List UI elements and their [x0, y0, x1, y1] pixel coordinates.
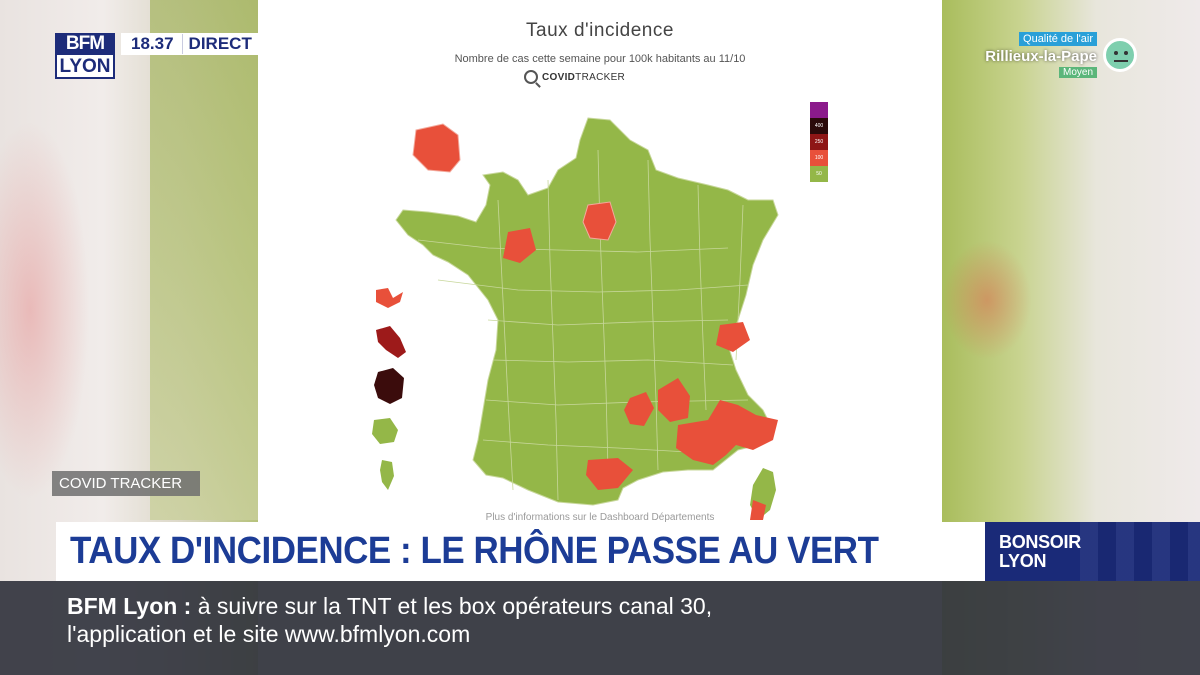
clock-bar: 18.37 DIRECT: [121, 33, 276, 55]
live-badge: DIRECT: [181, 34, 252, 54]
broadcast-time: 18.37: [131, 34, 174, 53]
corsica-south: [750, 500, 766, 520]
covidtracker-logo: COVIDTRACKER: [524, 68, 625, 86]
ticker-line-1: BFM Lyon : à suivre sur la TNT et les bo…: [67, 593, 712, 620]
neutral-face-icon: [1103, 38, 1137, 72]
reunion: [372, 418, 398, 444]
ticker-text-1: à suivre sur la TNT et les box opérateur…: [191, 593, 713, 619]
show-name-line2: LYON: [999, 551, 1047, 571]
legend-cell-400: 400: [810, 118, 828, 134]
show-tag: BONSOIR LYON: [985, 522, 1200, 581]
covidtracker-wordmark: COVIDTRACKER: [542, 71, 626, 83]
map-legend: 400 250 100 50: [810, 102, 828, 182]
map-footer-link: Plus d'informations sur le Dashboard Dép…: [485, 512, 715, 523]
headline-text: TAUX D'INCIDENCE : LE RHÔNE PASSE AU VER…: [70, 530, 879, 572]
ticker-brand: BFM Lyon :: [67, 593, 192, 619]
haute-savoie-area: [716, 322, 750, 352]
rhone-east-area: [658, 378, 690, 422]
france-departments-map: [372, 117, 779, 520]
inset-ile-de-france: [412, 123, 461, 173]
bfm-logo-bottom: LYON: [55, 55, 115, 79]
toulouse-area: [586, 458, 633, 490]
air-quality-title: Qualité de l'air: [1019, 32, 1097, 46]
martinique: [376, 326, 406, 358]
legend-cell-top: [810, 102, 828, 118]
legend-cell-250: 250: [810, 134, 828, 150]
map-subtitle: Nombre de cas cette semaine pour 100k ha…: [454, 53, 746, 65]
show-name-line1: BONSOIR: [999, 532, 1081, 552]
south-east-area: [676, 400, 778, 465]
mayotte: [380, 460, 394, 490]
bfm-logo-top: BFM: [55, 33, 115, 55]
map-panel: Taux d'incidence Nombre de cas cette sem…: [258, 0, 942, 523]
map-title: Taux d'incidence: [526, 20, 674, 41]
news-ticker: BFM Lyon : à suivre sur la TNT et les bo…: [0, 581, 1200, 675]
headline-banner: TAUX D'INCIDENCE : LE RHÔNE PASSE AU VER…: [56, 522, 985, 581]
paris-region: [582, 201, 617, 241]
bfm-lyon-logo: BFM LYON: [55, 33, 115, 79]
air-quality-city: Rillieux-la-Pape: [985, 48, 1097, 65]
magnifier-icon: [524, 70, 538, 84]
guyane: [374, 368, 404, 404]
legend-cell-50: 50: [810, 166, 828, 182]
ticker-line-2: l'application et le site www.bfmlyon.com: [67, 621, 471, 647]
loire-area: [624, 392, 654, 426]
source-tag: COVID TRACKER: [52, 471, 200, 496]
air-quality-level: Moyen: [1058, 67, 1097, 78]
department-borders: [417, 149, 749, 501]
guadeloupe: [376, 288, 403, 308]
sarthe-area: [503, 228, 536, 263]
legend-cell-100: 100: [810, 150, 828, 166]
air-quality-widget: Qualité de l'air Rillieux-la-Pape Moyen: [978, 32, 1143, 82]
